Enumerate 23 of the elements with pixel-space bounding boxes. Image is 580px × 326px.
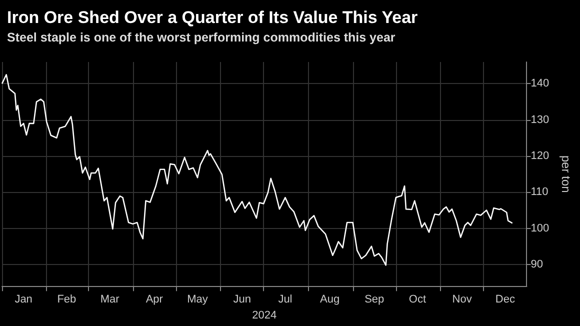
x-tick-label: Nov — [452, 294, 472, 306]
x-tick-label: Dec — [495, 294, 516, 306]
x-tick-label: Oct — [408, 294, 426, 306]
y-tick-label: 140 — [530, 78, 550, 90]
x-tick-label: Feb — [57, 294, 76, 306]
x-tick-label: Mar — [100, 294, 120, 306]
y-tick-label: 90 — [530, 258, 543, 270]
y-tick-label: 130 — [530, 114, 550, 126]
y-axis-title: per ton — [559, 155, 573, 193]
y-tick-label: 120 — [530, 150, 550, 162]
chart-subtitle: Steel staple is one of the worst performing commodities this year — [7, 30, 396, 44]
x-axis-title: 2024 — [252, 310, 277, 322]
x-tick-label: Jul — [278, 294, 292, 306]
x-tick-label: May — [187, 294, 208, 306]
x-tick-label: Jun — [233, 294, 251, 306]
x-tick-label: Aug — [320, 294, 340, 306]
line-series — [1, 74, 514, 266]
chart-title: Iron Ore Shed Over a Quarter of Its Value This Year — [7, 8, 418, 27]
x-tick-label: Sep — [364, 294, 384, 306]
x-tick-label: Jan — [14, 294, 32, 306]
y-tick-label: 110 — [530, 186, 548, 198]
x-tick-label: Apr — [146, 294, 164, 306]
y-tick-label: 100 — [530, 222, 550, 234]
